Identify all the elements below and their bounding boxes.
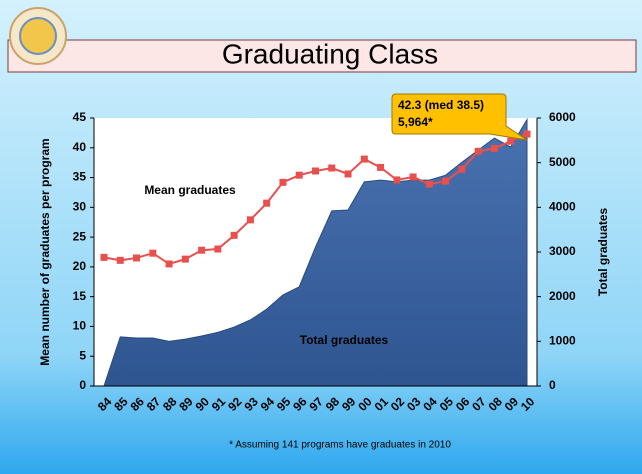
mean-marker xyxy=(360,155,368,163)
mean-marker xyxy=(198,246,206,254)
y2-tick-label: 6000 xyxy=(549,110,576,124)
y-tick-label: 10 xyxy=(73,319,87,333)
y2-axis-label: Total graduates xyxy=(596,207,610,296)
footnote: * Assuming 141 programs have graduates i… xyxy=(229,440,451,451)
mean-marker xyxy=(507,137,515,145)
mean-marker xyxy=(246,216,254,224)
y-tick-label: 35 xyxy=(73,170,87,184)
callout-text: 42.3 (med 38.5) xyxy=(398,98,484,112)
y2-tick-label: 5000 xyxy=(549,155,576,169)
chart-title: Graduating Class xyxy=(222,38,438,69)
y2-tick-label: 3000 xyxy=(549,244,576,258)
y2-tick-label: 2000 xyxy=(549,289,576,303)
mean-marker xyxy=(165,260,173,268)
callout xyxy=(391,93,528,141)
mean-marker xyxy=(393,176,401,184)
mean-marker xyxy=(295,171,303,179)
mean-marker xyxy=(100,253,108,261)
mean-marker xyxy=(133,254,141,262)
y2-tick-label: 0 xyxy=(549,378,556,392)
mean-marker xyxy=(425,180,433,188)
y-tick-label: 25 xyxy=(73,229,87,243)
y-tick-label: 5 xyxy=(79,348,86,362)
y2-tick-label: 4000 xyxy=(549,200,576,214)
mean-marker xyxy=(523,130,531,138)
mean-marker xyxy=(328,164,336,172)
annotation: Mean graduates xyxy=(144,183,236,197)
mean-marker xyxy=(409,173,417,181)
y-tick-label: 0 xyxy=(79,378,86,392)
mean-marker xyxy=(263,199,271,207)
mean-marker xyxy=(442,177,450,185)
y-axis-label: Mean number of graduates per program xyxy=(38,138,52,365)
mean-marker xyxy=(214,245,222,253)
y-tick-label: 40 xyxy=(73,140,87,154)
mean-marker xyxy=(230,231,238,239)
callout-text: 5,964* xyxy=(398,115,433,129)
mean-marker xyxy=(279,178,287,186)
mean-marker xyxy=(344,170,352,178)
y-tick-label: 30 xyxy=(73,200,87,214)
y-tick-label: 20 xyxy=(73,259,87,273)
logo-inner xyxy=(19,17,57,55)
mean-marker xyxy=(149,249,157,257)
mean-marker xyxy=(458,165,466,173)
y-tick-label: 45 xyxy=(73,110,87,124)
mean-marker xyxy=(490,144,498,152)
mean-marker xyxy=(181,255,189,263)
title-banner xyxy=(7,39,637,73)
y-tick-label: 15 xyxy=(73,289,87,303)
mean-marker xyxy=(116,256,124,264)
mean-marker xyxy=(312,167,319,175)
annotation: Total graduates xyxy=(300,333,389,347)
mean-marker xyxy=(474,147,482,155)
total-area xyxy=(103,117,528,387)
mean-marker xyxy=(377,163,385,171)
y2-tick-label: 1000 xyxy=(549,334,576,348)
